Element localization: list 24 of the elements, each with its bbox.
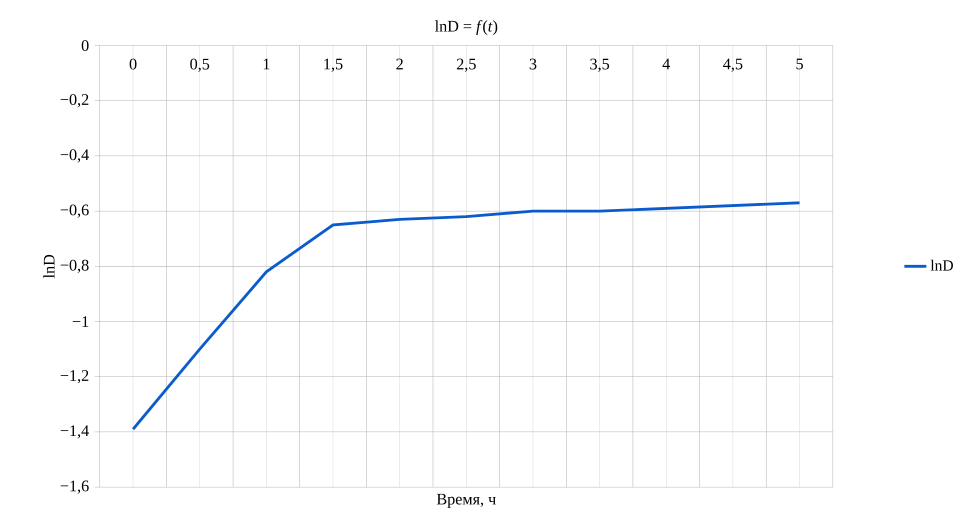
x-axis-title: Время, ч [436, 494, 496, 508]
y-tick-label: −1,4 [60, 425, 89, 438]
x-tick-label: 4,5 [723, 58, 742, 72]
x-tick-label: 2 [396, 58, 403, 70]
chart-title: lnD = f(t) [434, 20, 498, 35]
y-tick-label: −1 [72, 316, 88, 327]
y-tick-label: −0,8 [60, 260, 89, 273]
legend-label: lnD [930, 260, 953, 271]
y-tick-label: −0,6 [60, 204, 89, 218]
y-tick-label: −0,2 [60, 94, 88, 108]
x-tick-label: 0,5 [190, 58, 210, 72]
x-tick-label: 4 [662, 58, 670, 70]
x-tick-label: 1,5 [324, 58, 342, 72]
x-tick-label: 2,5 [456, 58, 476, 72]
y-tick-label: −1,2 [60, 370, 88, 384]
x-tick-label: 3,5 [590, 58, 610, 72]
x-tick-label: 0 [130, 58, 137, 70]
x-tick-label: 5 [796, 58, 803, 70]
x-tick-label: 1 [264, 58, 270, 70]
y-tick-label: −0,4 [60, 149, 89, 163]
y-tick-label: 0 [82, 40, 89, 51]
x-tick-label: 3 [530, 58, 536, 70]
y-tick-label: −1,6 [60, 480, 89, 494]
y-axis-title: lnD [43, 254, 54, 278]
